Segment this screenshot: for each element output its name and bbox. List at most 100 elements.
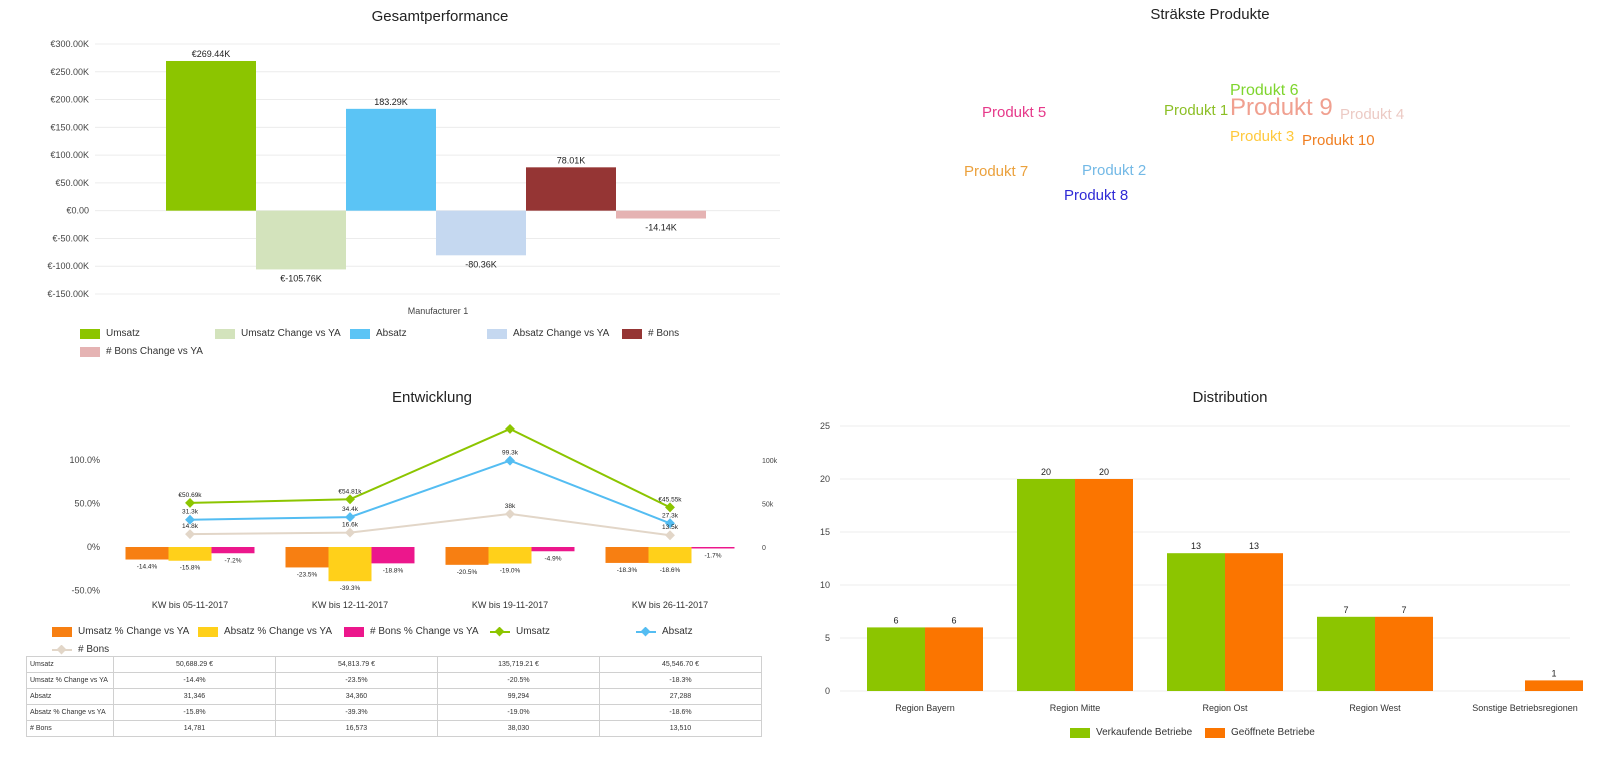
legend-item-absatz[interactable]: Absatz <box>350 328 407 339</box>
bar-umsatz[interactable] <box>166 60 256 211</box>
line-point[interactable] <box>505 423 515 434</box>
line-point[interactable] <box>345 512 355 523</box>
legend-swatch <box>52 626 72 637</box>
line-point[interactable] <box>185 497 195 508</box>
word-produkt-1[interactable]: Produkt 1 <box>1164 102 1229 119</box>
line-point[interactable] <box>665 530 675 541</box>
bar-bons-change-vs-ya[interactable] <box>531 547 575 552</box>
data-label: €269.44K <box>192 49 231 59</box>
table-row-label: Absatz <box>26 688 114 705</box>
legend-line-marker <box>636 626 656 637</box>
word-produkt-8[interactable]: Produkt 8 <box>1064 187 1129 204</box>
line-absatz[interactable] <box>189 459 671 525</box>
x-axis-label: Manufacturer 1 <box>408 306 469 316</box>
bar-verkaufende-betriebe[interactable] <box>1167 553 1225 691</box>
data-label: -18.8% <box>383 567 404 574</box>
legend-label: Absatz % Change vs YA <box>224 626 333 637</box>
table-cell: 14,781 <box>113 720 276 737</box>
legend-label: Umsatz % Change vs YA <box>78 626 190 637</box>
bar-ge-ffnete-betriebe[interactable] <box>1225 553 1283 691</box>
bar-bons-change-vs-ya[interactable] <box>616 210 706 219</box>
bar-bons-change-vs-ya[interactable] <box>371 547 415 564</box>
legend-item-bons-change-vs-ya[interactable]: # Bons % Change vs YA <box>344 626 479 637</box>
bar-ge-ffnete-betriebe[interactable] <box>1075 479 1133 691</box>
bar-bons-change-vs-ya[interactable] <box>691 547 735 549</box>
legend-item-bons-change-vs-ya[interactable]: # Bons Change vs YA <box>80 346 203 357</box>
data-label: €45.55k <box>658 496 682 503</box>
bar-umsatz-change-vs-ya[interactable] <box>125 547 169 560</box>
bar-verkaufende-betriebe[interactable] <box>1317 616 1375 691</box>
y-tick-label: €250.00K <box>50 67 89 77</box>
data-label: 99.3k <box>502 450 519 457</box>
line-point[interactable] <box>185 529 195 540</box>
word-produkt-7[interactable]: Produkt 7 <box>964 163 1029 180</box>
line-point[interactable] <box>505 508 515 519</box>
line-point[interactable] <box>505 455 515 466</box>
bar-absatz-change-vs-ya[interactable] <box>168 547 212 561</box>
legend-item-bons[interactable]: # Bons <box>52 644 109 655</box>
legend-label: # Bons <box>78 644 110 655</box>
data-label: 6 <box>951 615 956 625</box>
y-tick-label: 10 <box>820 580 830 590</box>
bar-bons-change-vs-ya[interactable] <box>211 547 255 554</box>
line-umsatz[interactable] <box>189 427 671 509</box>
legend-item-absatz-change-vs-ya[interactable]: Absatz Change vs YA <box>487 328 609 339</box>
legend-item-absatz-change-vs-ya[interactable]: Absatz % Change vs YA <box>198 626 332 637</box>
legend-swatch <box>215 328 235 339</box>
line-bons[interactable] <box>189 512 671 537</box>
bar-absatz-change-vs-ya[interactable] <box>648 547 692 564</box>
legend-item-umsatz[interactable]: Umsatz <box>490 626 550 637</box>
line-point[interactable] <box>665 518 675 529</box>
bar-ge-ffnete-betriebe[interactable] <box>925 627 983 691</box>
legend-label: Geöffnete Betriebe <box>1231 727 1315 738</box>
line-point[interactable] <box>345 494 355 505</box>
bar-absatz[interactable] <box>346 108 436 211</box>
y-tick-label: €50.00K <box>55 178 89 188</box>
legend-item-absatz[interactable]: Absatz <box>636 626 693 637</box>
bar-absatz-change-vs-ya[interactable] <box>488 547 532 564</box>
bar-ge-ffnete-betriebe[interactable] <box>1375 616 1433 691</box>
data-label: -18.3% <box>617 567 638 574</box>
legend-item-ge-ffnete-betriebe[interactable]: Geöffnete Betriebe <box>1205 727 1315 738</box>
data-label: 34.4k <box>342 506 359 513</box>
table-cell: -23.5% <box>275 672 438 689</box>
y-tick-label: €-150.00K <box>47 289 89 299</box>
data-label: -39.3% <box>340 585 361 592</box>
y-tick-label-right: 50k <box>762 502 774 509</box>
word-produkt-6[interactable]: Produkt 6 <box>1230 82 1299 99</box>
bar-umsatz-change-vs-ya[interactable] <box>445 547 489 565</box>
data-label: -20.5% <box>457 569 478 576</box>
bar-umsatz-change-vs-ya[interactable] <box>256 210 346 270</box>
word-produkt-5[interactable]: Produkt 5 <box>982 104 1047 121</box>
data-label: 38k <box>505 503 516 510</box>
bar-umsatz-change-vs-ya[interactable] <box>605 547 649 563</box>
y-tick-label-right: 0 <box>762 545 766 552</box>
bar-umsatz-change-vs-ya[interactable] <box>285 547 329 568</box>
data-label: 13 <box>1191 541 1201 551</box>
table-cell: -18.6% <box>599 704 762 721</box>
line-point[interactable] <box>345 527 355 538</box>
bar-absatz-change-vs-ya[interactable] <box>328 547 372 582</box>
word-produkt-10[interactable]: Produkt 10 <box>1302 132 1375 149</box>
word-produkt-3[interactable]: Produkt 3 <box>1230 128 1295 145</box>
data-label: 20 <box>1099 467 1109 477</box>
x-tick-label: Region Bayern <box>895 703 955 713</box>
legend-item-umsatz-change-vs-ya[interactable]: Umsatz % Change vs YA <box>52 626 189 637</box>
bar-verkaufende-betriebe[interactable] <box>867 627 925 691</box>
bar-bons[interactable] <box>526 167 616 211</box>
y-tick-label-left: 100.0% <box>69 455 100 465</box>
table-cell: 45,546.70 € <box>599 656 762 673</box>
table-cell: -39.3% <box>275 704 438 721</box>
legend-item-verkaufende-betriebe[interactable]: Verkaufende Betriebe <box>1070 727 1192 738</box>
word-produkt-4[interactable]: Produkt 4 <box>1340 106 1405 123</box>
word-produkt-9[interactable]: Produkt 9 <box>1230 94 1333 121</box>
bar-verkaufende-betriebe[interactable] <box>1017 479 1075 691</box>
legend-item-umsatz[interactable]: Umsatz <box>80 328 140 339</box>
word-produkt-2[interactable]: Produkt 2 <box>1082 162 1147 179</box>
bar-ge-ffnete-betriebe[interactable] <box>1525 680 1583 691</box>
line-point[interactable] <box>665 502 675 513</box>
legend-item-umsatz-change-vs-ya[interactable]: Umsatz Change vs YA <box>215 328 341 339</box>
bar-absatz-change-vs-ya[interactable] <box>436 210 526 256</box>
legend-item-bons[interactable]: # Bons <box>622 328 679 339</box>
gesamtperformance-chart: €300.00K €250.00K €200.00K €150.00K €100.00K… <box>47 39 780 316</box>
